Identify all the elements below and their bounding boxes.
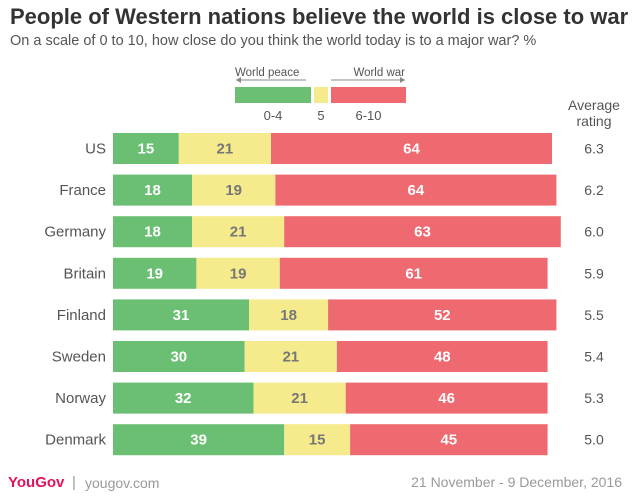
bar-segment-6-10 — [336, 341, 548, 372]
bar-segment-0-4 — [113, 382, 254, 414]
bar-value-label: 31 — [173, 307, 190, 324]
bar-value-label: 15 — [138, 141, 155, 158]
chart-title: People of Western nations believe the wo… — [10, 4, 629, 29]
chart-subtitle: On a scale of 0 to 10, how close do you … — [10, 33, 537, 49]
bar-value-label: 64 — [408, 182, 425, 199]
bar-segment-5 — [244, 341, 337, 372]
bar-value-label: 45 — [440, 432, 457, 449]
bar-segment-6-10 — [284, 216, 561, 248]
bar-value-label: 18 — [280, 307, 297, 324]
bar-segment-0-4 — [113, 133, 179, 164]
bar-segment-5 — [249, 299, 329, 331]
bar-segment-0-4 — [113, 216, 192, 248]
bar-value-label: 21 — [230, 224, 247, 241]
bar-value-label: 46 — [438, 390, 455, 407]
legend-swatch-1 — [314, 87, 328, 103]
average-rating-value: 5.9 — [584, 265, 604, 281]
bar-segment-5 — [192, 216, 285, 248]
bar-value-label: 18 — [144, 224, 161, 241]
bar-segment-5 — [192, 174, 276, 206]
bar-value-label: 21 — [291, 390, 308, 407]
bar-value-label: 21 — [217, 141, 234, 158]
bar-value-label: 19 — [230, 265, 247, 282]
bar-segment-0-4 — [113, 299, 250, 331]
average-rating-header: Average — [568, 97, 620, 113]
bar-segment-5 — [253, 382, 346, 414]
bar-segment-6-10 — [328, 299, 557, 331]
bar-segment-0-4 — [113, 257, 197, 289]
footer-separator: | — [72, 474, 76, 491]
legend-swatch-0 — [235, 87, 311, 103]
bar-segment-5 — [284, 424, 350, 456]
category-label: US — [85, 141, 106, 158]
average-rating-header-line2: rating — [576, 113, 611, 129]
legend-label-0: 0-4 — [264, 108, 283, 123]
bar-segment-0-4 — [113, 174, 192, 206]
bar-value-label: 39 — [190, 432, 207, 449]
category-label: Britain — [63, 265, 106, 282]
bar-segment-6-10 — [350, 424, 548, 456]
bar-value-label: 61 — [405, 265, 422, 282]
bar-value-label: 30 — [170, 349, 187, 366]
stacked-bar-chart: 0-4 5 6-10 World peace World war Averageratin… — [44, 67, 620, 456]
category-label: Sweden — [52, 349, 106, 366]
bar-value-label: 64 — [403, 141, 420, 158]
bar-value-label: 63 — [414, 224, 431, 241]
bar-segment-5 — [178, 133, 271, 164]
bar-segment-0-4 — [113, 424, 285, 456]
bar-segment-6-10 — [345, 382, 548, 414]
average-rating-value: 6.0 — [584, 224, 604, 240]
bar-segment-5 — [196, 257, 280, 289]
legend-world-war-label: World war — [353, 67, 405, 79]
legend-swatch-2 — [331, 87, 406, 103]
bar-segment-0-4 — [113, 341, 245, 372]
average-rating-value: 5.0 — [584, 432, 604, 448]
bar-value-label: 15 — [309, 432, 326, 449]
bar-value-label: 48 — [434, 349, 451, 366]
legend-label-1: 5 — [317, 108, 324, 123]
bar-segment-6-10 — [271, 133, 552, 164]
bar-segment-6-10 — [279, 257, 548, 289]
bar-value-label: 18 — [144, 182, 161, 199]
footer-url[interactable]: yougov.com — [85, 475, 160, 491]
bar-value-label: 52 — [434, 307, 451, 324]
legend-war-arrowhead — [400, 77, 405, 83]
average-rating-value: 5.4 — [584, 349, 604, 365]
category-label: France — [59, 182, 106, 199]
average-rating-value: 5.3 — [584, 390, 604, 406]
yougov-logo: YouGov — [8, 474, 65, 491]
bar-value-label: 19 — [146, 265, 163, 282]
legend-peace-arrowhead — [236, 77, 241, 83]
average-rating-value: 5.5 — [584, 307, 604, 323]
bar-value-label: 32 — [175, 390, 192, 407]
fieldwork-date: 21 November - 9 December, 2016 — [411, 474, 622, 490]
category-label: Norway — [55, 390, 106, 407]
average-rating-value: 6.3 — [584, 141, 604, 157]
category-label: Denmark — [45, 432, 106, 449]
legend-label-2: 6-10 — [355, 108, 381, 123]
average-rating-value: 6.2 — [584, 182, 604, 198]
legend-world-peace-label: World peace — [235, 67, 299, 79]
category-label: Germany — [44, 224, 106, 241]
bar-value-label: 19 — [225, 182, 242, 199]
bar-segment-6-10 — [275, 174, 557, 206]
category-label: Finland — [57, 307, 106, 324]
bar-value-label: 21 — [282, 349, 299, 366]
